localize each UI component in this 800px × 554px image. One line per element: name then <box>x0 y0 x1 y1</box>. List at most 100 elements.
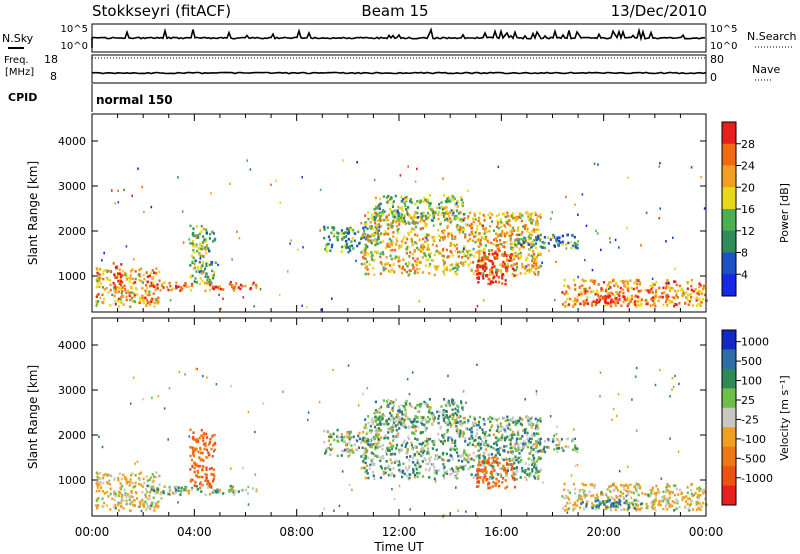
heatmap-cell <box>467 215 470 218</box>
freq-right-tick-bottom: 0 <box>710 71 717 84</box>
heatmap-cell <box>199 244 202 247</box>
heatmap-cell <box>534 446 538 449</box>
heatmap-cell <box>605 507 608 511</box>
heatmap-cell <box>140 509 143 513</box>
heatmap-cell <box>467 419 470 422</box>
heatmap-cell <box>472 421 475 425</box>
heatmap-cell <box>509 237 512 240</box>
heatmap-cell <box>142 503 145 506</box>
heatmap-cell <box>365 265 368 268</box>
heatmap-cell <box>525 444 528 447</box>
heatmap-cell <box>436 249 439 253</box>
heatmap-cell <box>497 430 500 434</box>
heatmap-cell <box>247 485 249 489</box>
heatmap-cell <box>200 428 203 432</box>
heatmap-cell <box>112 281 115 285</box>
heatmap-cell <box>366 387 369 390</box>
heatmap-cell <box>355 259 357 263</box>
heatmap-cell <box>374 211 377 215</box>
heatmap-cell <box>684 302 687 305</box>
heatmap-cell <box>659 503 662 507</box>
heatmap-cell <box>121 494 124 497</box>
heatmap-cell <box>675 303 678 306</box>
heatmap-cell <box>199 242 202 246</box>
heatmap-cell <box>109 487 112 491</box>
heatmap-cell <box>157 395 160 398</box>
heatmap-cell <box>442 419 446 422</box>
heatmap-cell <box>392 417 396 421</box>
heatmap-cell <box>445 410 448 413</box>
heatmap-cell <box>655 290 658 294</box>
heatmap-cell <box>623 297 626 301</box>
heatmap-cell <box>376 410 379 414</box>
heatmap-cell <box>427 234 430 237</box>
heatmap-cell <box>150 488 153 491</box>
heatmap-cell <box>478 460 481 464</box>
heatmap-cell <box>602 296 605 300</box>
heatmap-cell <box>516 266 519 269</box>
heatmap-cell <box>459 415 462 418</box>
heatmap-cell <box>413 453 416 456</box>
heatmap-cell <box>675 294 678 297</box>
heatmap-cell <box>581 501 584 504</box>
heatmap-cell <box>491 213 494 216</box>
heatmap-cell <box>384 246 388 249</box>
heatmap-cell <box>445 452 448 456</box>
heatmap-cell <box>229 280 232 284</box>
heatmap-cell <box>431 463 434 466</box>
heatmap-cell <box>576 499 579 502</box>
heatmap-cell <box>437 265 440 268</box>
heatmap-cell <box>483 237 486 241</box>
heatmap-cell <box>95 489 98 493</box>
heatmap-cell <box>153 509 156 512</box>
heatmap-cell <box>405 474 408 478</box>
heatmap-cell <box>413 417 416 421</box>
heatmap-cell <box>506 265 509 268</box>
heatmap-cell <box>331 226 334 229</box>
heatmap-cell <box>170 288 173 292</box>
heatmap-cell <box>391 406 394 410</box>
heatmap-cell <box>501 253 504 256</box>
heatmap-cell <box>467 239 470 243</box>
heatmap-cell <box>574 492 577 495</box>
heatmap-cell <box>527 215 530 218</box>
heatmap-cell <box>466 421 469 424</box>
heatmap-cell <box>217 286 220 289</box>
heatmap-cell <box>666 280 669 284</box>
heatmap-cell <box>413 271 416 275</box>
heatmap-cell <box>503 428 506 431</box>
heatmap-cell <box>682 290 685 293</box>
heatmap-cell <box>403 420 406 424</box>
heatmap-cell <box>645 502 648 506</box>
heatmap-cell <box>231 488 235 492</box>
heatmap-cell <box>668 503 671 506</box>
heatmap-cell <box>192 244 195 248</box>
heatmap-cell <box>141 287 144 290</box>
heatmap-cell <box>373 231 376 235</box>
heatmap-cell <box>503 250 506 254</box>
heatmap-cell <box>372 266 375 270</box>
heatmap-cell <box>382 195 385 198</box>
heatmap-cell <box>133 258 135 261</box>
freq-left-label: Freq. <box>4 55 29 66</box>
heatmap-cell <box>495 443 498 447</box>
heatmap-cell <box>508 458 511 461</box>
heatmap-cell <box>535 264 538 268</box>
heatmap-cell <box>510 259 513 262</box>
heatmap-cell <box>638 304 642 307</box>
heatmap-cell <box>466 427 469 431</box>
colorbar-segment <box>722 446 736 467</box>
heatmap-cell <box>626 465 629 468</box>
heatmap-cell <box>204 444 207 448</box>
heatmap-cell <box>495 274 498 277</box>
heatmap-cell <box>390 243 393 247</box>
heatmap-cell <box>543 246 547 250</box>
heatmap-cell <box>388 213 391 217</box>
heatmap-cell <box>102 481 105 485</box>
heatmap-cell <box>612 482 615 486</box>
heatmap-cell <box>530 473 533 476</box>
heatmap-cell <box>471 430 474 434</box>
heatmap-cell <box>333 509 335 512</box>
heatmap-cell <box>401 475 404 479</box>
heatmap-cell <box>613 484 616 487</box>
